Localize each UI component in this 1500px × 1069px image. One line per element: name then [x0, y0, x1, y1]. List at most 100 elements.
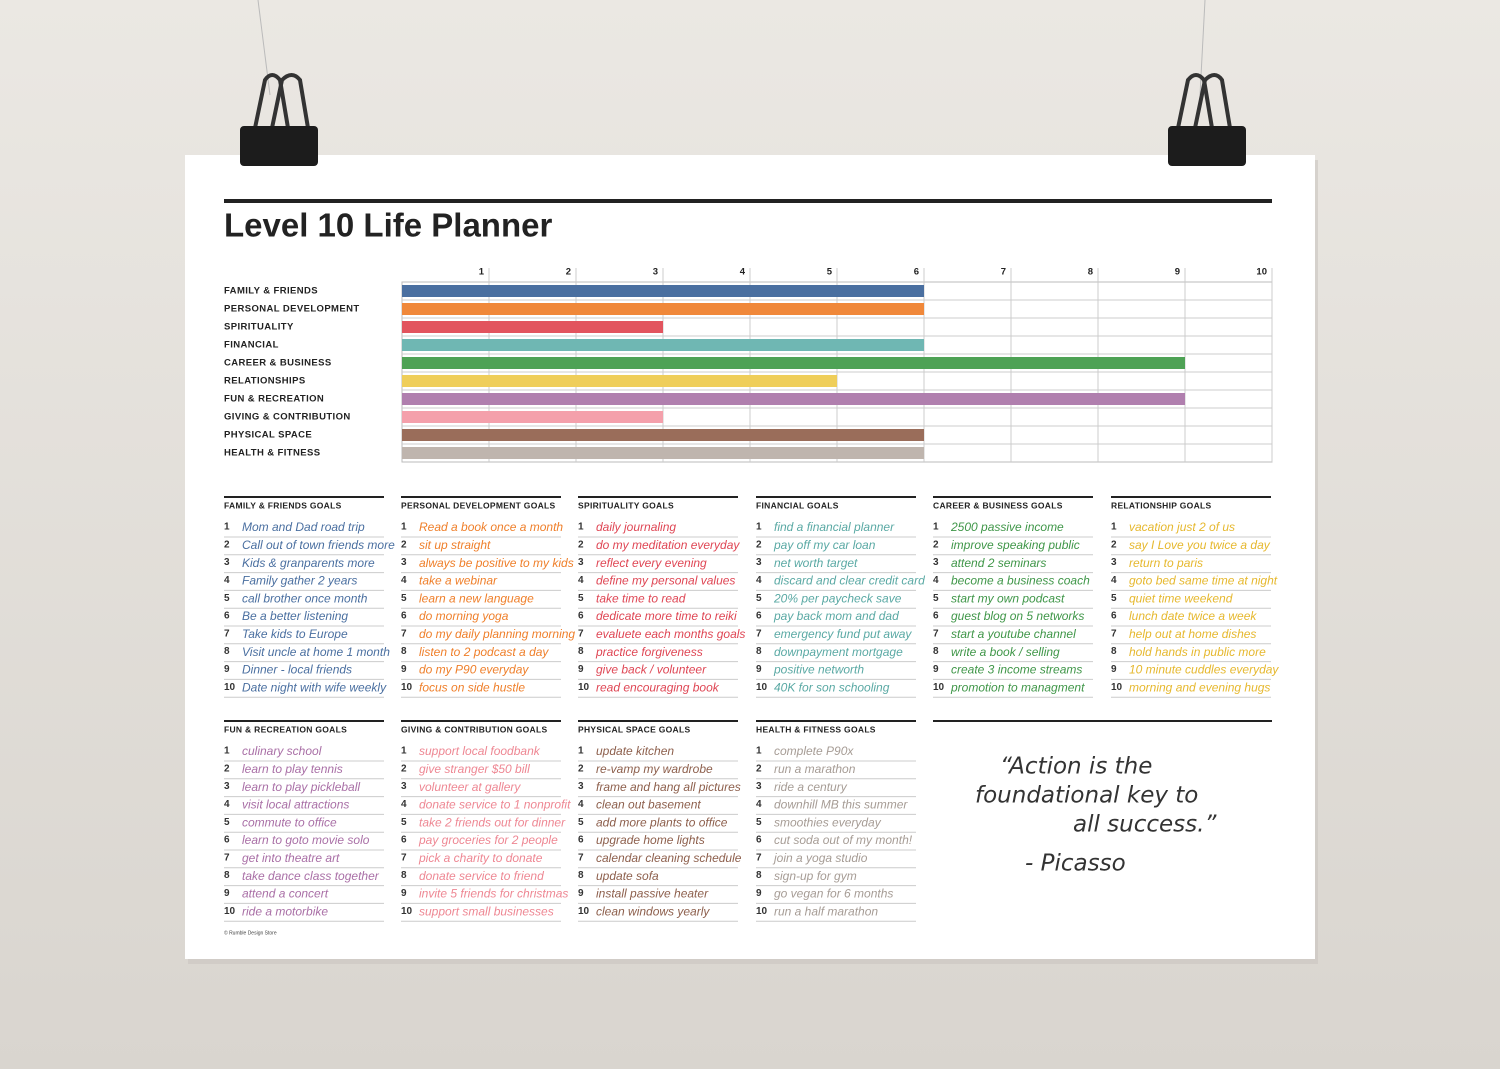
goal-number: 10	[756, 906, 768, 917]
goal-number: 2	[756, 763, 762, 774]
goal-text: take a webinar	[419, 574, 498, 588]
goal-number: 2	[1111, 539, 1117, 550]
goal-text: pay groceries for 2 people	[418, 833, 558, 847]
goal-number: 3	[401, 781, 407, 792]
category-label: CAREER & BUSINESS	[224, 358, 332, 369]
goal-text: take dance class together	[242, 869, 380, 883]
bar	[402, 357, 1185, 369]
goal-text: do my meditation everyday	[596, 538, 740, 552]
goal-text: smoothies everyday	[774, 815, 882, 829]
goal-text: pay off my car loan	[773, 538, 876, 552]
goal-number: 4	[756, 799, 762, 810]
goal-number: 4	[224, 799, 230, 810]
group-rule	[401, 720, 561, 722]
group-title: PERSONAL DEVELOPMENT GOALS	[401, 500, 556, 510]
goal-text: get into theatre art	[242, 851, 340, 865]
category-label: HEALTH & FITNESS	[224, 448, 320, 459]
category-label: SPIRITUALITY	[224, 322, 294, 333]
goal-number: 1	[401, 522, 407, 533]
goal-text: learn a new language	[419, 591, 534, 605]
goal-text: emergency fund put away	[774, 627, 912, 641]
group-title: SPIRITUALITY GOALS	[578, 500, 674, 510]
goal-number: 7	[578, 628, 584, 639]
group-title: FINANCIAL GOALS	[756, 500, 839, 510]
goal-number: 5	[224, 593, 230, 604]
goal-number: 8	[756, 646, 762, 657]
goal-number: 8	[578, 646, 584, 657]
category-label: PERSONAL DEVELOPMENT	[224, 304, 360, 315]
goal-number: 4	[401, 575, 407, 586]
goal-number: 7	[401, 852, 407, 863]
goal-number: 2	[401, 539, 407, 550]
goal-number: 6	[578, 611, 584, 622]
goal-text: learn to play pickleball	[242, 780, 360, 794]
goal-number: 5	[401, 593, 407, 604]
goal-text: do my P90 everyday	[419, 663, 529, 677]
goal-text: Call out of town friends more	[242, 538, 395, 552]
goal-text: dedicate more time to reiki	[596, 609, 737, 623]
quote-rule	[933, 720, 1272, 722]
goal-number: 1	[224, 522, 230, 533]
goal-text: call brother once month	[242, 591, 368, 605]
group-title: HEALTH & FITNESS GOALS	[756, 724, 876, 734]
goal-text: Kids & granparents more	[242, 556, 375, 570]
goal-text: Visit uncle at home 1 month	[242, 645, 390, 659]
goal-text: listen to 2 podcast a day	[419, 645, 549, 659]
goal-text: focus on side hustle	[419, 680, 525, 694]
goal-text: learn to play tennis	[242, 762, 343, 776]
goal-text: donate service to friend	[419, 869, 544, 883]
goal-number: 1	[401, 746, 407, 757]
goal-text: calendar cleaning schedule	[596, 851, 742, 865]
group-rule	[224, 496, 384, 498]
group-rule	[224, 720, 384, 722]
goal-text: create 3 income streams	[951, 663, 1082, 677]
goal-number: 1	[756, 746, 762, 757]
goal-number: 8	[578, 870, 584, 881]
goal-number: 10	[224, 906, 236, 917]
goal-text: install passive heater	[596, 887, 709, 901]
goal-text: do morning yoga	[419, 609, 509, 623]
goal-number: 5	[578, 817, 584, 828]
goal-text: define my personal values	[596, 574, 735, 588]
category-label: FAMILY & FRIENDS	[224, 286, 318, 297]
goal-number: 8	[401, 646, 407, 657]
goal-number: 6	[933, 611, 939, 622]
goal-number: 1	[1111, 522, 1117, 533]
goal-number: 5	[933, 593, 939, 604]
goal-text: complete P90x	[774, 744, 854, 758]
binder-clip	[253, 73, 1232, 129]
goal-number: 7	[756, 628, 762, 639]
goal-number: 6	[224, 611, 230, 622]
group-rule	[756, 720, 916, 722]
category-label: FINANCIAL	[224, 340, 279, 351]
goal-text: daily journaling	[596, 520, 676, 534]
goal-number: 6	[401, 611, 407, 622]
category-label: GIVING & CONTRIBUTION	[224, 412, 351, 423]
goal-number: 4	[401, 799, 407, 810]
goal-text: lunch date twice a week	[1129, 609, 1257, 623]
group-title: FAMILY & FRIENDS GOALS	[224, 500, 342, 510]
binder-clip	[1168, 126, 1246, 166]
goal-number: 3	[578, 781, 584, 792]
goal-text: learn to goto movie solo	[242, 833, 370, 847]
goal-number: 8	[1111, 646, 1117, 657]
category-label: RELATIONSHIPS	[224, 376, 306, 387]
goal-text: positive networth	[773, 663, 864, 677]
goal-text: 40K for son schooling	[774, 680, 890, 694]
goal-text: give back / volunteer	[596, 663, 707, 677]
goal-text: start a youtube channel	[951, 627, 1076, 641]
goal-text: Dinner - local friends	[242, 663, 352, 677]
goal-number: 2	[224, 763, 230, 774]
goal-text: invite 5 friends for christmas	[419, 887, 568, 901]
goal-number: 2	[224, 539, 230, 550]
goal-number: 5	[401, 817, 407, 828]
goal-number: 3	[401, 557, 407, 568]
goal-number: 10	[578, 682, 590, 693]
goal-number: 6	[756, 835, 762, 846]
goal-number: 5	[224, 817, 230, 828]
goal-text: pay back mom and dad	[773, 609, 899, 623]
goal-text: Family gather 2 years	[242, 574, 357, 588]
group-title: RELATIONSHIP GOALS	[1111, 500, 1212, 510]
